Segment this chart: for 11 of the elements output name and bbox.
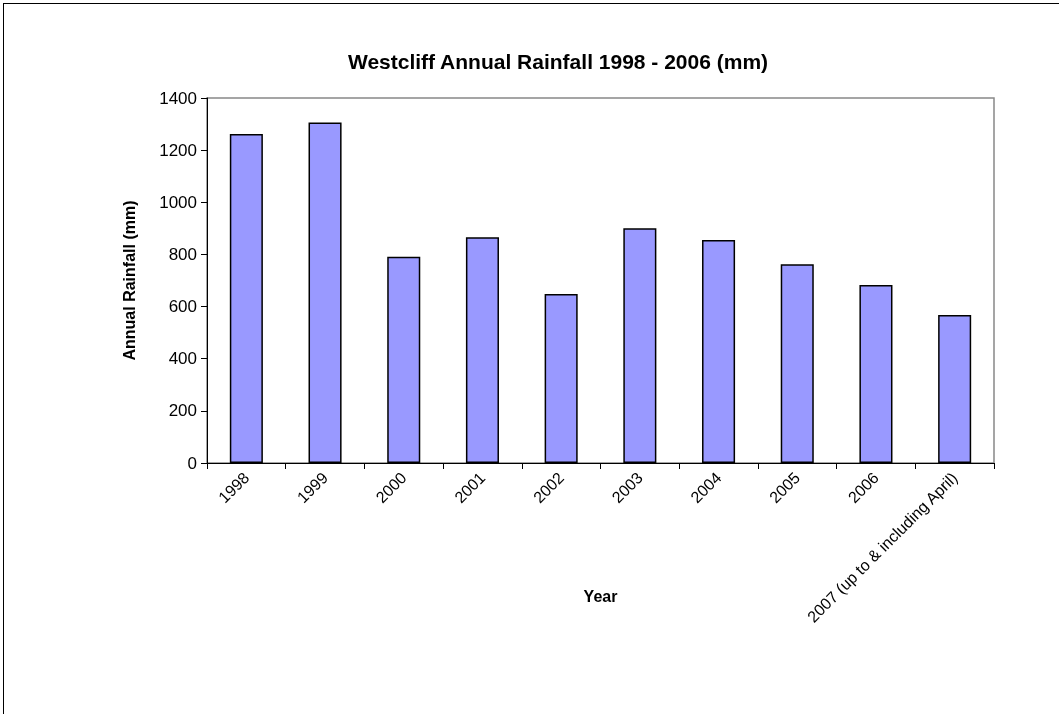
y-tick-label: 0: [187, 453, 197, 473]
y-tick-label: 1200: [159, 140, 197, 160]
chart-title: Westcliff Annual Rainfall 1998 - 2006 (mm): [347, 50, 769, 73]
y-tick-label: 800: [168, 244, 197, 264]
y-tick-label: 200: [168, 401, 197, 421]
y-tick-label: 1400: [159, 88, 197, 108]
y-tick-label: 400: [168, 349, 197, 369]
y-tick-label: 600: [168, 297, 197, 317]
x-axis-title: Year: [583, 587, 618, 605]
y-tick-label: 1000: [159, 192, 197, 212]
y-axis-title: Annual Rainfall (mm): [120, 200, 138, 361]
